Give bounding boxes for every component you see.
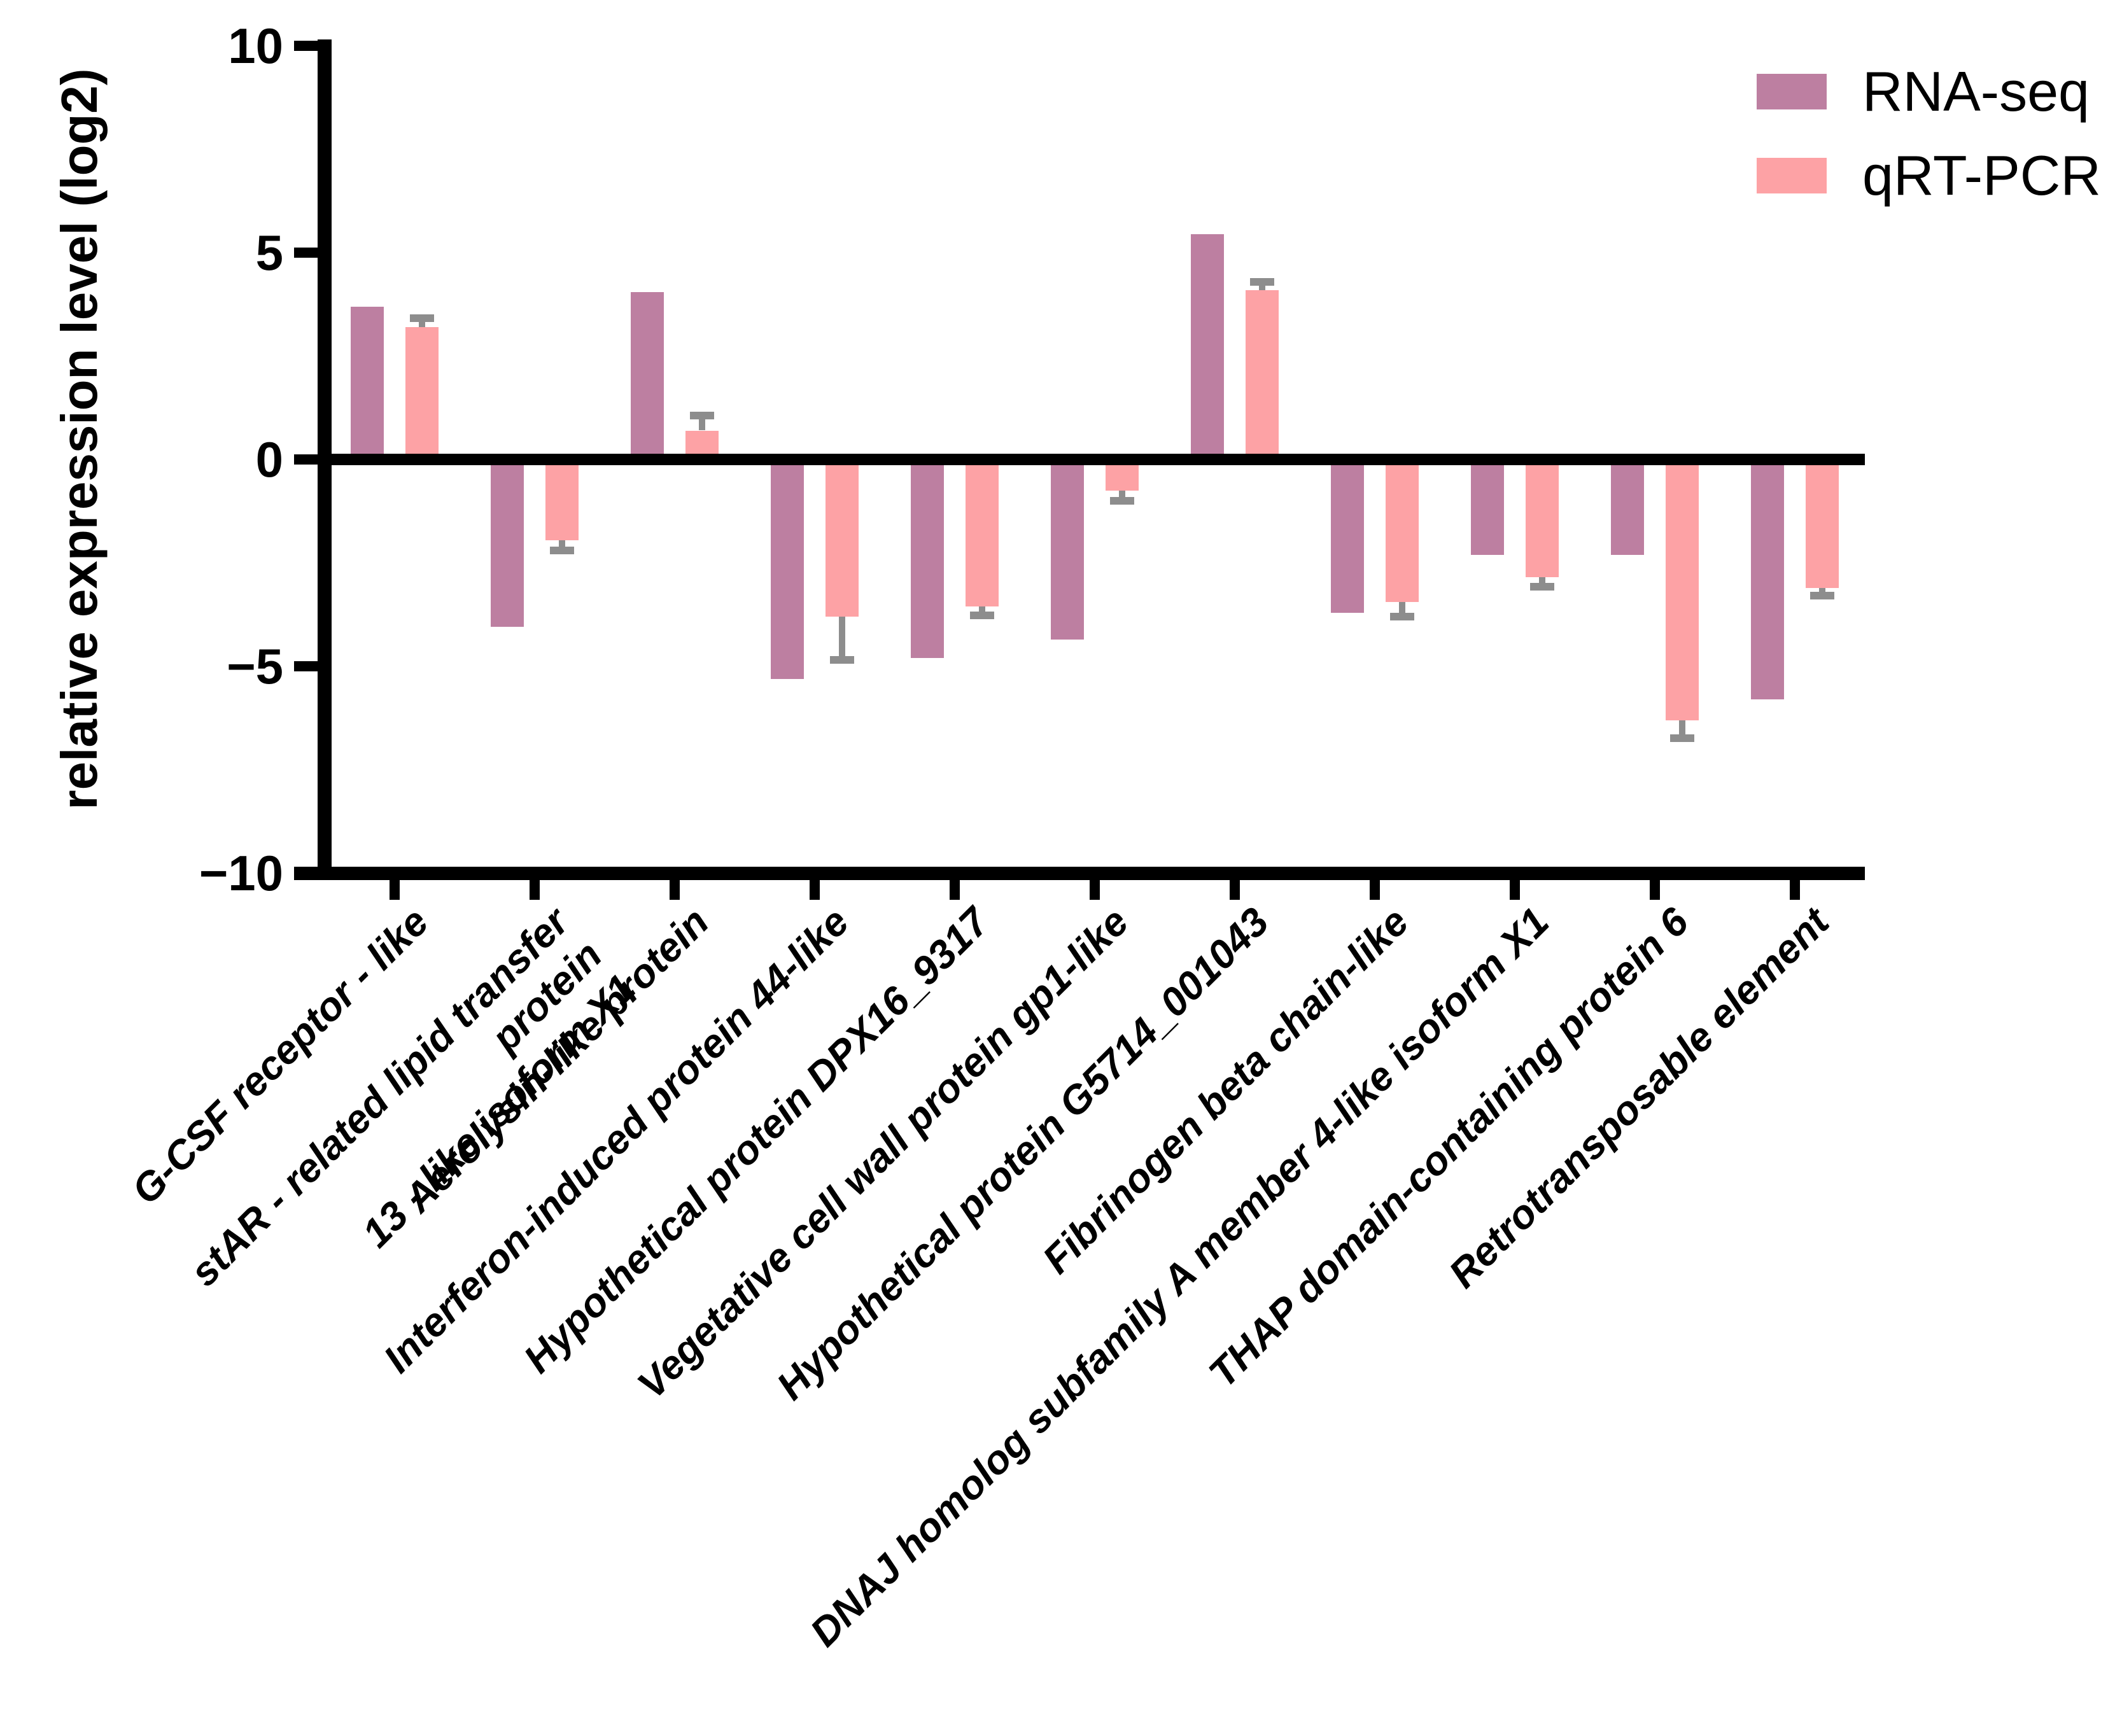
x-axis-tick [1090, 873, 1100, 900]
y-axis-tick [294, 248, 325, 258]
rna-seq-swatch-icon [1757, 74, 1827, 109]
y-axis-title: relative expression level (log2) [51, 68, 108, 810]
x-category-label-text: Hypothetical protein G5714_001043 [768, 899, 1277, 1409]
legend-label-qrt-pcr: qRT-PCR [1862, 144, 2101, 207]
bar-qrt-pcr-2 [545, 459, 579, 540]
bar-rna-seq-6 [1051, 459, 1084, 640]
legend-item-rna-seq: RNA-seq [1757, 61, 2090, 122]
bar-rna-seq-5 [911, 459, 944, 658]
error-bar-stem [1119, 490, 1125, 497]
error-bar-stem [1399, 602, 1405, 613]
zero-baseline [325, 454, 1865, 465]
bar-rna-seq-10 [1611, 459, 1644, 555]
bar-rna-seq-3 [631, 291, 664, 459]
error-bar-cap [410, 314, 434, 323]
x-category-label-text: THAP domain-containing protein 6 [1200, 899, 1697, 1396]
error-bar-cap [1530, 582, 1554, 591]
legend-item-qrt-pcr: qRT-PCR [1757, 145, 2101, 206]
error-bar-stem [559, 540, 565, 547]
bar-rna-seq-7 [1191, 234, 1224, 459]
bar-qrt-pcr-5 [966, 459, 999, 606]
bar-qrt-pcr-8 [1386, 459, 1419, 603]
bar-rna-seq-2 [491, 459, 524, 627]
x-axis-tick [950, 873, 960, 900]
error-bar-cap [690, 411, 714, 419]
y-tick-label: −10 [199, 845, 283, 901]
x-axis-tick [1230, 873, 1240, 900]
x-axis-tick [530, 873, 540, 900]
error-bar-cap [1390, 612, 1414, 620]
bar-qrt-pcr-11 [1806, 459, 1839, 588]
legend-label-rna-seq: RNA-seq [1862, 60, 2090, 123]
error-bar-stem [1819, 587, 1825, 592]
bar-qrt-pcr-10 [1666, 459, 1699, 720]
bar-rna-seq-8 [1331, 459, 1364, 613]
error-bar-stem [419, 322, 425, 327]
error-bar-cap [1810, 592, 1834, 599]
x-axis-tick [670, 873, 680, 900]
bar-qrt-pcr-9 [1526, 459, 1559, 578]
x-axis-tick [1370, 873, 1380, 900]
bar-qrt-pcr-1 [405, 327, 439, 459]
bar-qrt-pcr-7 [1246, 290, 1279, 459]
x-axis-tick [1650, 873, 1660, 900]
bar-rna-seq-1 [351, 306, 384, 459]
qrt-pcr-swatch-icon [1757, 158, 1827, 193]
y-axis-tick [294, 41, 325, 51]
bar-rna-seq-4 [771, 459, 804, 679]
error-bar-cap [970, 612, 994, 620]
x-axis-tick [810, 873, 820, 900]
y-tick-label: −5 [227, 638, 283, 694]
y-tick-label: 10 [228, 18, 283, 74]
error-bar-stem [699, 419, 705, 431]
x-axis-tick [1790, 873, 1800, 900]
error-bar-cap [1670, 734, 1694, 743]
error-bar-stem [1539, 577, 1545, 583]
bar-rna-seq-9 [1471, 459, 1504, 555]
x-axis-tick [1510, 873, 1520, 900]
error-bar-stem [839, 617, 845, 656]
error-bar-cap [550, 546, 574, 554]
x-axis-line [294, 867, 1865, 880]
bar-rna-seq-11 [1751, 459, 1784, 699]
error-bar-stem [979, 606, 985, 612]
y-axis-tick [294, 868, 325, 878]
bar-qrt-pcr-4 [826, 459, 859, 617]
x-category-label: Retrotransposable element [0, 899, 1837, 1296]
error-bar-stem [1679, 720, 1685, 735]
y-tick-label: 5 [255, 225, 283, 281]
error-bar-cap [830, 655, 854, 664]
y-tick-label: 0 [255, 431, 283, 487]
y-axis-tick [294, 454, 325, 465]
error-bar-cap [1110, 496, 1134, 505]
error-bar-stem [1259, 286, 1265, 290]
y-axis-tick [294, 661, 325, 671]
x-category-label-text: Vegetative cell wall protein gp1-like [629, 899, 1137, 1408]
x-axis-tick [390, 873, 400, 900]
error-bar-cap [1250, 278, 1274, 286]
